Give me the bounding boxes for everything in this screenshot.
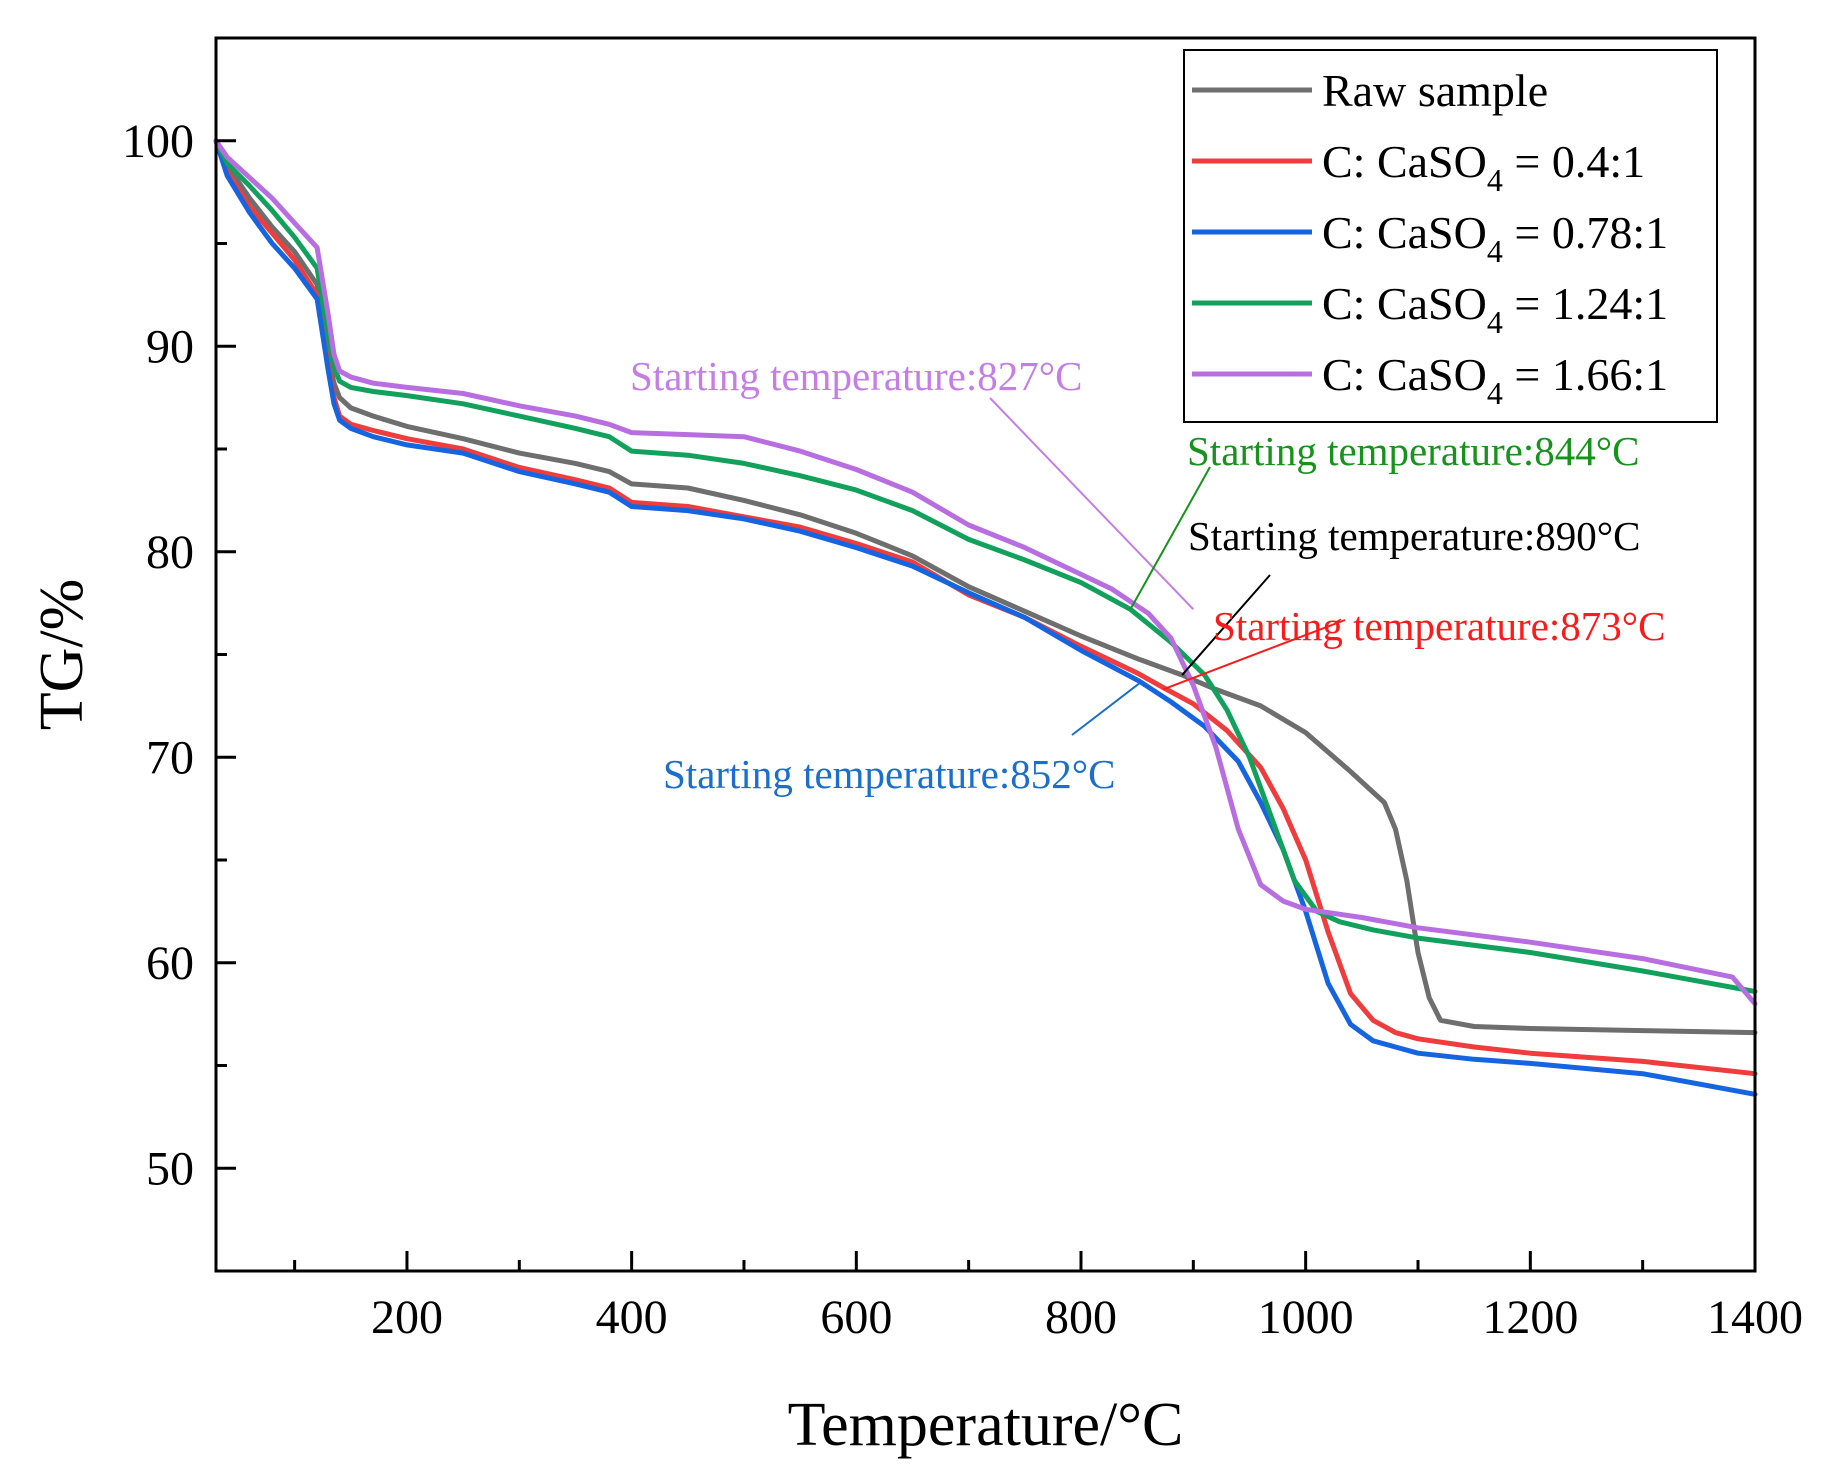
- legend-label-main: C: CaSO: [1322, 349, 1487, 400]
- y-tick-label: 100: [122, 115, 194, 168]
- legend-label-4: C: CaSO4 = 1.66:1: [1322, 349, 1668, 411]
- x-tick-label: 1400: [1707, 1291, 1803, 1344]
- legend-label-subscript: 4: [1487, 162, 1503, 198]
- annotation-label: Starting temperature:873°C: [1213, 603, 1665, 649]
- x-tick-label: 1000: [1258, 1291, 1354, 1344]
- legend-label-1: C: CaSO4 = 0.4:1: [1322, 136, 1645, 198]
- series-line-3: [213, 138, 1758, 994]
- ticks-layer: 200 400 600 800 1000 1200 1400 50 60 70 80 90 100: [122, 115, 1803, 1344]
- legend-label-main: C: CaSO: [1322, 207, 1487, 258]
- legend-label-3: C: CaSO4 = 1.24:1: [1322, 278, 1668, 340]
- legend-label-suffix: = 0.78:1: [1503, 207, 1668, 258]
- legend-label-suffix: = 0.4:1: [1503, 136, 1645, 187]
- y-tick-label: 70: [146, 731, 194, 784]
- legend-label-2: C: CaSO4 = 0.78:1: [1322, 207, 1668, 269]
- annotation-leader-line: [1071, 682, 1141, 736]
- legend-box: [1183, 49, 1718, 423]
- legend-label-subscript: 4: [1487, 304, 1503, 340]
- annotation-leader-line: [1129, 466, 1211, 610]
- y-tick-label: 80: [146, 526, 194, 579]
- annotation-label: Starting temperature:852°C: [663, 751, 1115, 797]
- annotation-leader-line: [1181, 574, 1271, 676]
- y-tick-label: 90: [146, 320, 194, 373]
- series-layer: [213, 138, 1758, 1097]
- x-tick-label: 400: [596, 1291, 668, 1344]
- legend-label-suffix: = 1.24:1: [1503, 278, 1668, 329]
- annotation-label: Starting temperature:827°C: [630, 353, 1082, 399]
- annotation-leader-line: [1162, 619, 1346, 691]
- annotation-label: Starting temperature:844°C: [1187, 428, 1639, 474]
- legend-label-0: Raw sample: [1322, 65, 1548, 116]
- x-tick-label: 200: [371, 1291, 443, 1344]
- legend-label-subscript: 4: [1487, 375, 1503, 411]
- legend-label-suffix: = 1.66:1: [1503, 349, 1668, 400]
- annotation-label: Starting temperature:890°C: [1188, 513, 1640, 559]
- y-axis-title: TG/%: [28, 579, 96, 731]
- legend-label-main: C: CaSO: [1322, 278, 1487, 329]
- x-axis-title: Temperature/°C: [788, 1391, 1184, 1459]
- annotation-layer: Starting temperature:827°C Starting tempe…: [630, 353, 1665, 797]
- y-tick-label: 60: [146, 937, 194, 990]
- x-tick-label: 800: [1045, 1291, 1117, 1344]
- legend-label-main: C: CaSO: [1322, 136, 1487, 187]
- legend-label-subscript: 4: [1487, 233, 1503, 269]
- x-tick-label: 1200: [1482, 1291, 1578, 1344]
- annotation-leader-line: [989, 397, 1195, 610]
- x-tick-label: 600: [820, 1291, 892, 1344]
- series-line-2: [213, 138, 1758, 1097]
- series-line-4: [213, 138, 1758, 1007]
- y-tick-label: 50: [146, 1142, 194, 1195]
- legend-label-main: Raw sample: [1322, 65, 1548, 116]
